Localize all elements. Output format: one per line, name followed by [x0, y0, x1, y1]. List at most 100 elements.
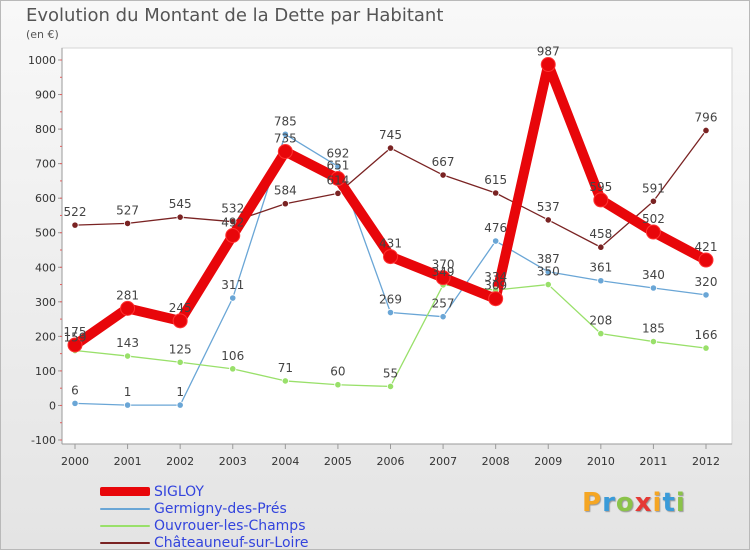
data-point: [386, 382, 395, 391]
data-point: [71, 399, 79, 407]
data-point: [176, 213, 184, 221]
data-point: [123, 401, 132, 409]
data-point: [544, 216, 552, 224]
legend-label: Châteauneuf-sur-Loire: [154, 534, 309, 551]
data-point: [702, 344, 710, 352]
y-tick-label: -100: [31, 434, 56, 447]
y-tick-label: 500: [35, 227, 56, 240]
data-label: 106: [221, 349, 244, 363]
data-label: 987: [537, 44, 560, 58]
y-tick-label: 900: [35, 89, 56, 102]
data-point: [649, 337, 658, 346]
x-tick-label: 2010: [587, 455, 615, 468]
data-point: [702, 291, 710, 299]
data-label: 421: [695, 240, 718, 254]
x-tick-label: 2011: [639, 455, 667, 468]
data-point: [702, 126, 710, 135]
data-point: [645, 224, 661, 240]
data-point: [225, 227, 241, 243]
data-label: 143: [116, 336, 139, 350]
data-label: 651: [326, 158, 349, 172]
data-point: [334, 381, 342, 389]
logo-letter: P: [582, 488, 603, 518]
y-tick-label: 1000: [28, 54, 56, 67]
legend-swatch: [100, 487, 150, 496]
data-point: [123, 219, 132, 227]
x-tick-label: 2001: [114, 455, 142, 468]
data-point: [492, 189, 500, 197]
data-label: 522: [64, 205, 87, 219]
data-label: 667: [432, 155, 455, 169]
data-point: [439, 171, 447, 179]
data-label: 1: [124, 385, 132, 399]
data-label: 55: [383, 366, 398, 380]
data-point: [229, 218, 237, 226]
data-label: 311: [221, 278, 244, 292]
data-point: [176, 401, 184, 409]
data-point: [597, 243, 605, 251]
proxiti-logo: Proxiti: [582, 488, 686, 518]
data-label: 614: [326, 173, 349, 187]
data-point: [383, 249, 398, 265]
y-tick-label: 200: [35, 330, 56, 343]
data-label: 281: [116, 288, 139, 302]
data-label: 527: [116, 203, 139, 217]
y-tick-label: 300: [35, 296, 56, 309]
logo-letter: r: [602, 488, 616, 518]
y-tick-label: 700: [35, 158, 56, 171]
data-point: [281, 200, 289, 208]
data-point: [123, 352, 132, 360]
y-tick-label: 100: [35, 365, 56, 378]
data-label: 796: [695, 110, 718, 124]
x-tick-label: 2006: [377, 455, 405, 468]
data-label: 502: [642, 212, 665, 226]
data-point: [71, 221, 79, 229]
data-point: [330, 170, 346, 186]
y-tick-label: 800: [35, 123, 56, 136]
legend-item: Ouvrouer-les-Champs: [100, 517, 309, 534]
data-point: [176, 358, 184, 366]
legend-label: Germigny-des-Prés: [154, 500, 287, 517]
chart-title: Evolution du Montant de la Dette par Hab…: [26, 5, 444, 26]
logo-letter: o: [615, 488, 635, 518]
data-label: 166: [695, 328, 718, 342]
data-point: [281, 377, 289, 385]
legend: SIGLOY Germigny-des-Prés Ouvrouer-les-Cham…: [100, 483, 309, 551]
data-label: 60: [330, 365, 345, 379]
data-point: [544, 280, 552, 289]
y-tick-label: 600: [35, 192, 56, 205]
data-label: 125: [169, 342, 192, 356]
data-point: [540, 56, 556, 72]
x-tick-labels: 2000 2001 2002 2003 2004 2005 2006 2007 2008 2009…: [61, 444, 720, 468]
logo-letter: t: [662, 488, 676, 518]
legend-swatch: [100, 541, 150, 544]
data-point: [649, 284, 658, 292]
x-tick-label: 2008: [482, 455, 510, 468]
data-label: 71: [278, 361, 293, 375]
y-tick-label: 0: [49, 399, 56, 412]
x-tick-label: 2000: [61, 455, 89, 468]
data-point: [229, 294, 237, 302]
data-label: 492: [221, 215, 244, 229]
data-label: 159: [64, 331, 87, 345]
plot-area: [61, 47, 733, 445]
data-label: 320: [695, 275, 718, 289]
data-point: [435, 270, 451, 286]
logo-letter: i: [652, 488, 663, 518]
data-label: 595: [589, 180, 612, 194]
logo-letter: x: [634, 488, 653, 518]
y-tick-labels: -100 0 100 200 300 400 500 600 700 800 900 1000: [28, 54, 62, 447]
series-points: [67, 56, 714, 409]
data-label: 745: [379, 128, 402, 142]
data-label: 615: [484, 173, 507, 187]
x-tick-label: 2002: [166, 455, 194, 468]
data-label: 208: [589, 314, 612, 328]
data-label: 245: [169, 301, 192, 315]
data-point: [281, 130, 289, 138]
data-point: [277, 144, 293, 160]
data-label: 350: [537, 265, 560, 279]
data-label: 431: [379, 237, 402, 251]
data-label: 6: [71, 383, 79, 397]
data-point: [67, 337, 83, 353]
data-label: 175: [64, 325, 87, 339]
